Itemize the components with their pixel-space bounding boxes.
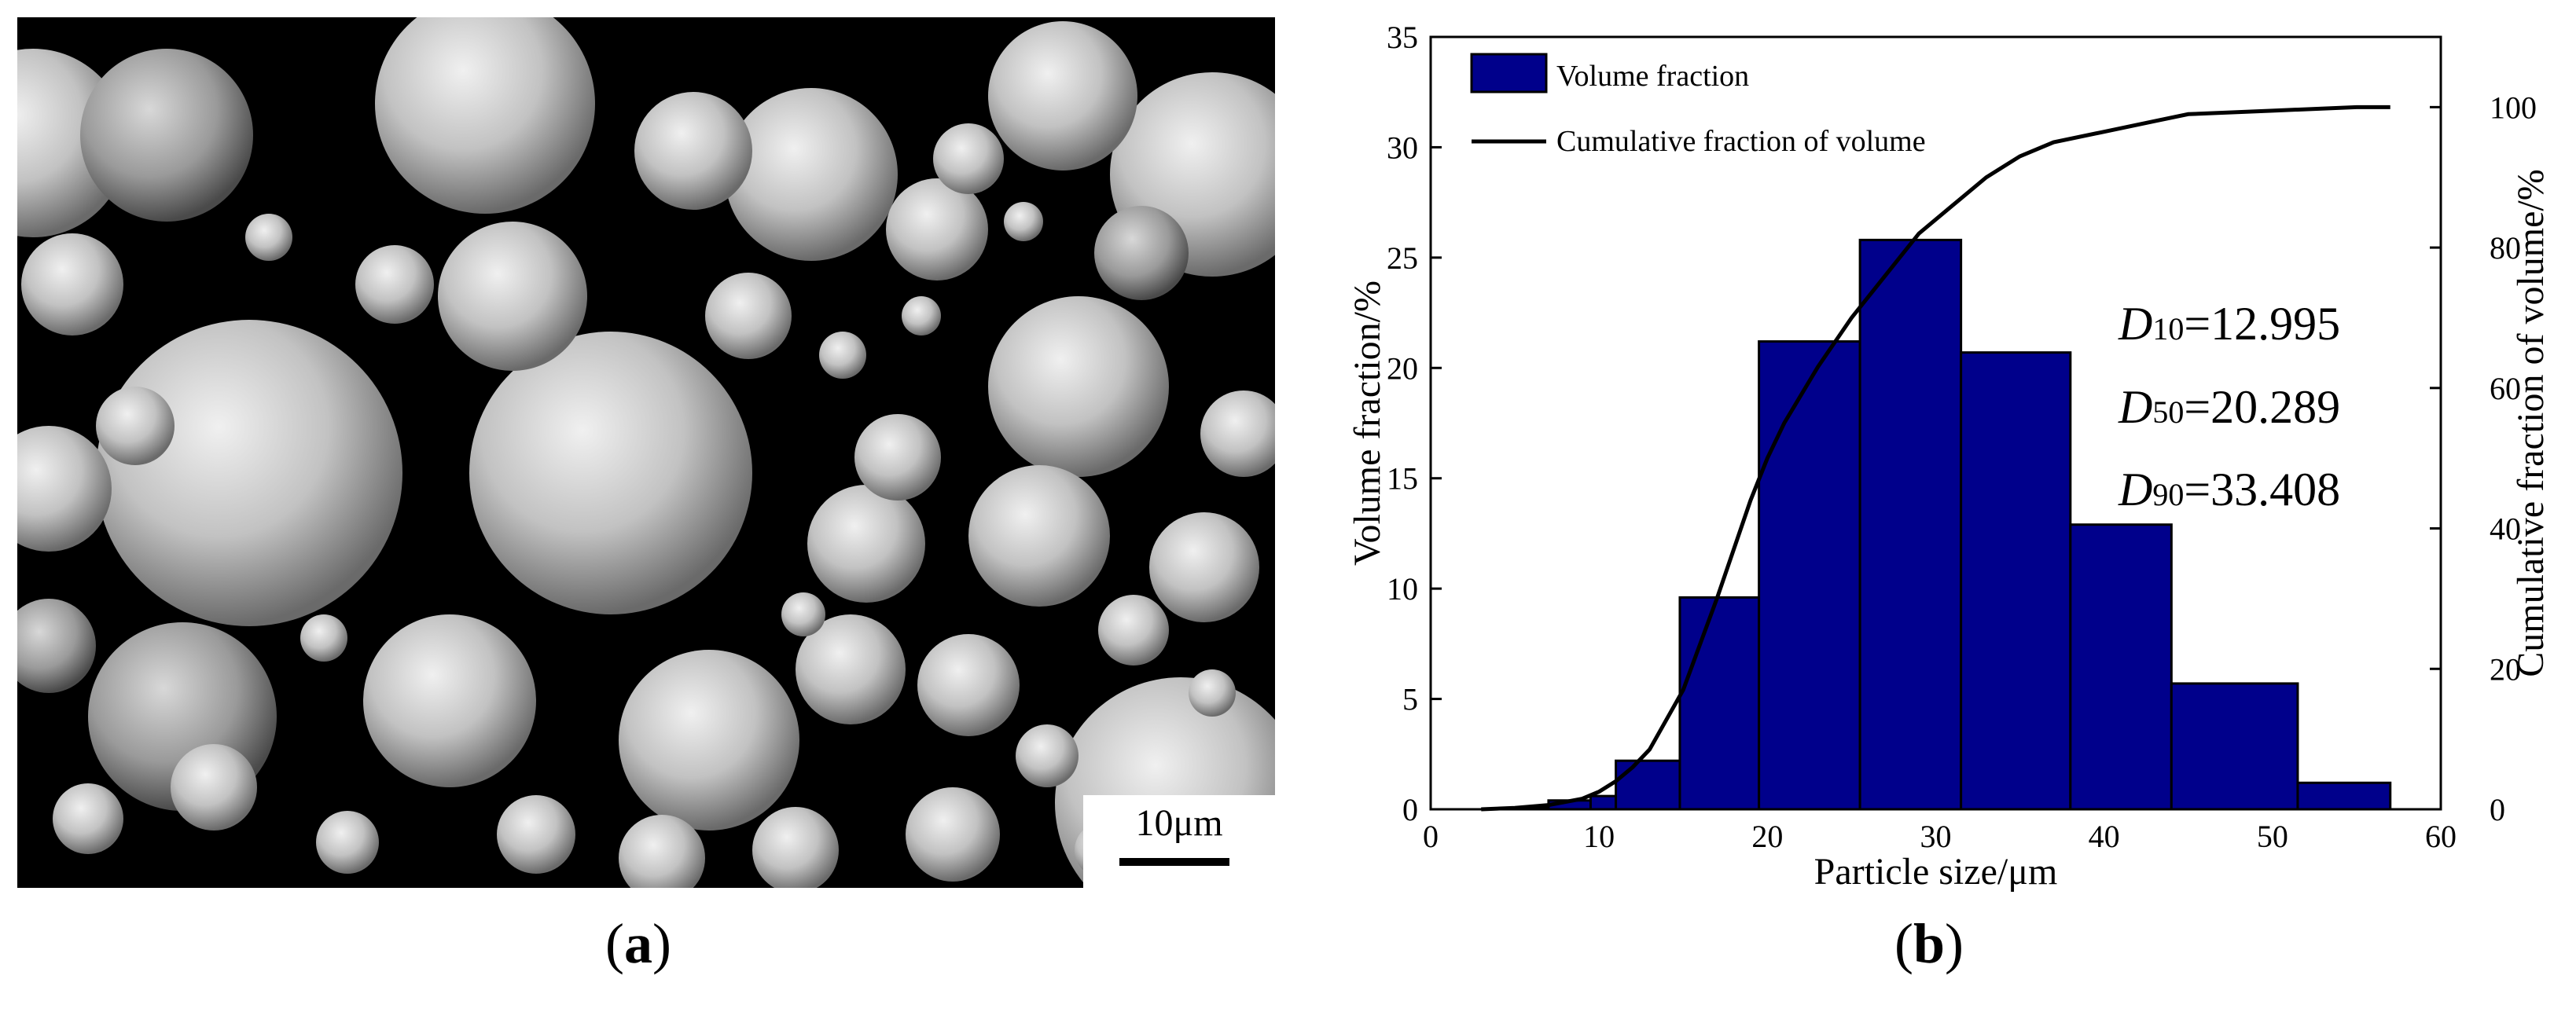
scale-bar-label: 10μm — [1135, 802, 1223, 844]
bar — [1589, 794, 1618, 811]
d-value-annotation-50: D50=20.289 — [2118, 381, 2340, 433]
caption-a: (a) — [605, 912, 671, 975]
bar — [2296, 781, 2392, 811]
particle-size-chart: 0 10 20 30 40 50 60 0 5 10 15 20 25 30 35 0 20 40 60 80 100 P… — [1347, 20, 2552, 893]
bar — [1858, 238, 1963, 811]
x-axis-label: Particle size/μm — [1814, 851, 2058, 893]
y2-tick-label: 100 — [2490, 90, 2537, 125]
y2-tick-label: 40 — [2490, 512, 2521, 547]
y-tick-label: 30 — [1387, 130, 1418, 165]
y2-tick-label: 60 — [2490, 371, 2521, 406]
y-tick-label: 25 — [1387, 240, 1418, 276]
y2-tick-label: 80 — [2490, 230, 2521, 266]
cumulative-line — [1481, 104, 2390, 812]
y2-tick-label: 20 — [2490, 651, 2521, 687]
y-tick-label: 35 — [1387, 20, 1418, 55]
y2-axis-label: Cumulative fraction of volume/% — [2510, 169, 2552, 677]
sem-micrograph — [17, 17, 1275, 888]
caption-b: (b) — [1894, 912, 1964, 975]
bar — [2069, 523, 2173, 811]
x-tick-label: 40 — [2089, 819, 2120, 854]
bars — [1522, 238, 2392, 811]
bar — [2170, 682, 2299, 811]
y-axis-label: Volume fraction/% — [1347, 280, 1388, 566]
legend-line-label: Cumulative fraction of volume — [1556, 125, 1926, 158]
x-tick-label: 20 — [1751, 819, 1783, 854]
x-tick-label: 0 — [1423, 819, 1439, 854]
bar — [1758, 340, 1861, 811]
x-tick-label: 30 — [1920, 819, 1952, 854]
legend-bar-label: Volume fraction — [1556, 60, 1749, 93]
bar — [1960, 351, 2072, 811]
y-tick-label: 5 — [1402, 682, 1418, 717]
y2-tick-label: 0 — [2490, 792, 2505, 827]
y-tick-label: 15 — [1387, 461, 1418, 497]
bar — [1615, 759, 1681, 811]
y-tick-label: 10 — [1387, 571, 1418, 607]
legend-bar-swatch — [1470, 53, 1548, 94]
x-tick-label: 10 — [1583, 819, 1615, 854]
scale-bar-box: 10μm — [1083, 795, 1275, 888]
chart-text: 0 10 20 30 40 50 60 0 5 10 15 20 25 30 35 0 20 40 60 80 100 P… — [1347, 20, 2552, 893]
x-tick-label: 50 — [2257, 819, 2288, 854]
d-value-annotation-10: D10=12.995 — [2118, 298, 2340, 350]
d-value-annotation-90: D90=33.408 — [2118, 464, 2340, 515]
scale-bar — [1119, 858, 1229, 866]
x-tick-label: 60 — [2425, 819, 2457, 854]
caption-b-letter: b — [1913, 912, 1946, 975]
y-tick-label: 0 — [1402, 792, 1418, 827]
y-tick-label: 20 — [1387, 350, 1418, 386]
cumulative-line-path — [1481, 104, 2390, 812]
sem-particles-illustration — [17, 17, 1275, 888]
caption-a-letter: a — [623, 912, 652, 975]
bar — [1678, 596, 1761, 811]
